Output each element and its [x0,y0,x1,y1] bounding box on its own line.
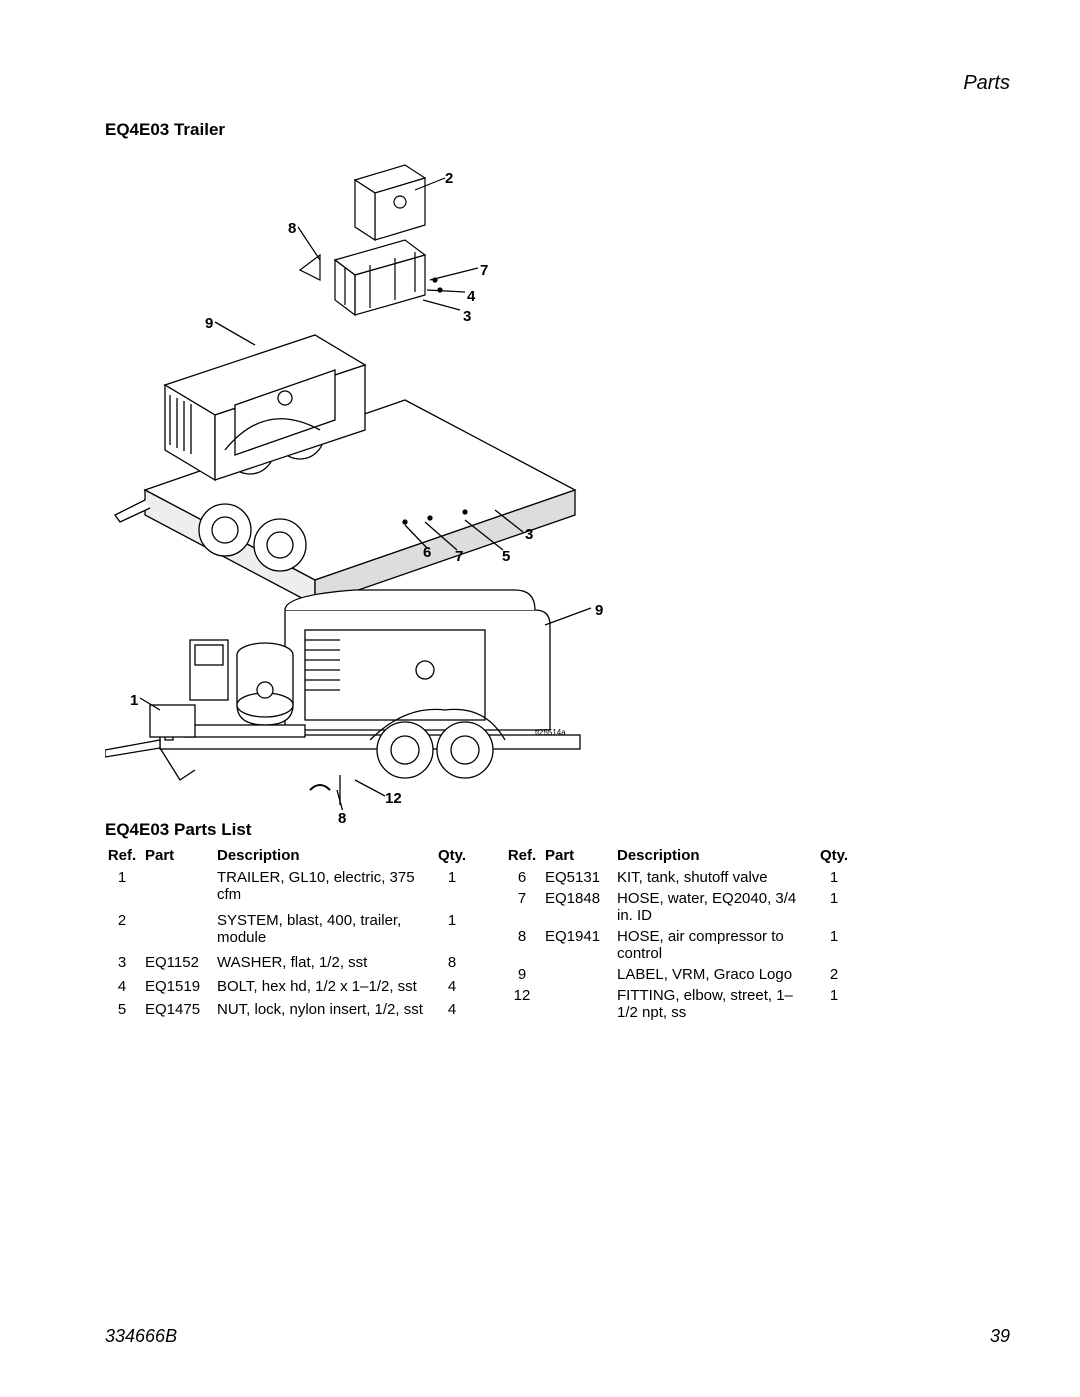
col-part: Part [145,844,217,867]
cell-desc: FITTING, elbow, street, 1–1/2 npt, ss [617,985,817,1023]
cell-ref: 9 [505,964,545,985]
cell-part [545,985,617,1023]
cell-qty: 1 [435,867,475,910]
doc-number: 334666B [105,1326,177,1347]
cell-qty: 4 [435,999,475,1023]
cell-qty: 8 [435,952,475,976]
col-qty: Qty. [435,844,475,867]
callout-12: 12 [385,790,402,807]
cell-ref: 12 [505,985,545,1023]
col-part: Part [545,844,617,867]
cell-ref: 8 [505,926,545,964]
callout-8: 8 [288,220,296,237]
callout-7: 7 [455,548,463,565]
table-row: 6EQ5131KIT, tank, shutoff valve1 [505,867,857,888]
table-row: 4EQ1519BOLT, hex hd, 1/2 x 1–1/2, sst4 [105,976,475,1000]
cell-desc: KIT, tank, shutoff valve [617,867,817,888]
trailer-diagram-svg [105,150,665,810]
callout-9: 9 [595,602,603,619]
col-desc: Description [217,844,435,867]
cell-part: EQ5131 [545,867,617,888]
cell-qty: 1 [435,910,475,953]
cell-ref: 1 [105,867,145,910]
cell-ref: 2 [105,910,145,953]
cell-desc: HOSE, water, EQ2040, 3/4 in. ID [617,888,817,926]
col-ref: Ref. [505,844,545,867]
cell-part [145,910,217,953]
cell-ref: 7 [505,888,545,926]
page: Parts EQ4E03 Trailer [0,0,1080,1397]
cell-qty: 1 [817,985,857,1023]
callout-6: 6 [423,544,431,561]
image-code: ti25514a [535,728,566,737]
table-row: 8EQ1941HOSE, air compressor to control1 [505,926,857,964]
cell-ref: 3 [105,952,145,976]
parts-table-left: Ref. Part Description Qty. 1TRAILER, GL1… [105,844,475,1023]
col-qty: Qty. [817,844,857,867]
cell-part: EQ1152 [145,952,217,976]
table-row: 5EQ1475NUT, lock, nylon insert, 1/2, sst… [105,999,475,1023]
table-row: 1TRAILER, GL10, electric, 375 cfm1 [105,867,475,910]
callout-9: 9 [205,315,213,332]
table-row: 2 SYSTEM, blast, 400, trailer, module1 [105,910,475,953]
table-row: 9 LABEL, VRM, Graco Logo2 [505,964,857,985]
cell-desc: SYSTEM, blast, 400, trailer, module [217,910,435,953]
page-number: 39 [990,1326,1010,1347]
cell-part: EQ1848 [545,888,617,926]
cell-part [545,964,617,985]
cell-qty: 1 [817,926,857,964]
cell-part: EQ1519 [145,976,217,1000]
table-row: 3EQ1152WASHER, flat, 1/2, sst8 [105,952,475,976]
cell-ref: 5 [105,999,145,1023]
cell-part [145,867,217,910]
callout-3: 3 [463,308,471,325]
cell-qty: 1 [817,888,857,926]
cell-desc: LABEL, VRM, Graco Logo [617,964,817,985]
cell-part: EQ1475 [145,999,217,1023]
cell-ref: 4 [105,976,145,1000]
callout-2: 2 [445,170,453,187]
parts-tables: Ref. Part Description Qty. 1TRAILER, GL1… [105,844,1010,1023]
section-header: Parts [963,72,1010,95]
parts-table-right: Ref. Part Description Qty. 6EQ5131KIT, t… [505,844,857,1023]
cell-desc: HOSE, air compressor to control [617,926,817,964]
cell-qty: 4 [435,976,475,1000]
callout-3: 3 [525,526,533,543]
exploded-diagram: 287439367591128 ti25514a [105,150,665,810]
col-ref: Ref. [105,844,145,867]
col-desc: Description [617,844,817,867]
page-footer: 334666B 39 [105,1326,1010,1347]
table-row: 7EQ1848HOSE, water, EQ2040, 3/4 in. ID1 [505,888,857,926]
callout-1: 1 [130,692,138,709]
cell-desc: TRAILER, GL10, electric, 375 cfm [217,867,435,910]
cell-desc: WASHER, flat, 1/2, sst [217,952,435,976]
page-title: EQ4E03 Trailer [105,120,1010,140]
callout-5: 5 [502,548,510,565]
parts-list-title: EQ4E03 Parts List [105,820,1010,840]
cell-qty: 1 [817,867,857,888]
callout-7: 7 [480,262,488,279]
table-row: 12 FITTING, elbow, street, 1–1/2 npt, ss1 [505,985,857,1023]
callout-4: 4 [467,288,475,305]
cell-qty: 2 [817,964,857,985]
callout-8: 8 [338,810,346,827]
cell-desc: NUT, lock, nylon insert, 1/2, sst [217,999,435,1023]
cell-ref: 6 [505,867,545,888]
cell-desc: BOLT, hex hd, 1/2 x 1–1/2, sst [217,976,435,1000]
cell-part: EQ1941 [545,926,617,964]
